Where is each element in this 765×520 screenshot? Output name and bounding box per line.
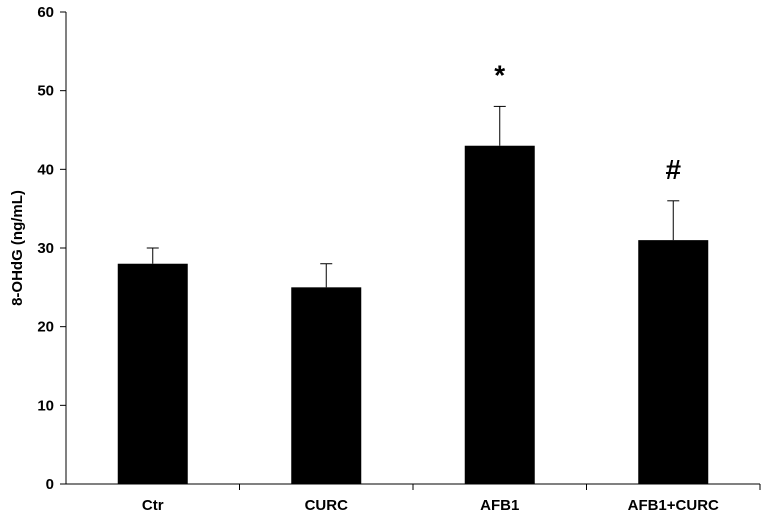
y-tick-label: 30 — [37, 240, 54, 257]
bar-afb1-curc — [638, 240, 709, 484]
y-tick-label: 10 — [37, 397, 54, 414]
y-axis-ticks: 0 10 20 30 40 50 60 — [37, 4, 66, 493]
error-bars — [146, 105, 680, 288]
y-tick-label: 60 — [37, 4, 54, 21]
x-tick-label: AFB1+CURC — [628, 497, 719, 514]
x-tick-label: AFB1 — [480, 497, 519, 514]
bars — [117, 145, 709, 484]
bar-curc — [291, 287, 362, 484]
significance-marker: # — [665, 154, 681, 185]
y-tick-label: 20 — [37, 319, 54, 336]
y-tick-label: 40 — [37, 161, 54, 178]
bar-afb1 — [464, 145, 535, 484]
y-tick-label: 50 — [37, 83, 54, 100]
x-axis-ticks: Ctr CURC AFB1 AFB1+CURC — [142, 484, 761, 514]
significance-marker: * — [494, 59, 505, 90]
bar-ctr — [117, 263, 188, 484]
x-tick-label: CURC — [305, 497, 348, 514]
y-tick-label: 0 — [46, 476, 54, 493]
x-tick-label: Ctr — [142, 497, 164, 514]
annotations: *# — [494, 59, 681, 184]
y-axis-title: 8-OHdG (ng/mL) — [9, 190, 26, 306]
